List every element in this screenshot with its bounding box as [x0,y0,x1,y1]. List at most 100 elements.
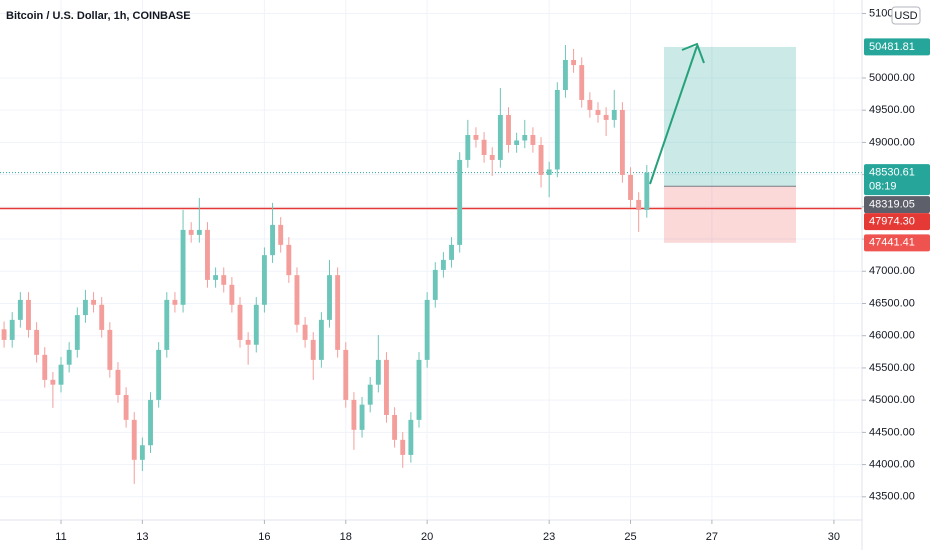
currency-badge[interactable] [891,6,921,25]
candle-body [538,144,544,175]
candle-body [465,134,471,160]
candle-body [278,224,284,245]
candle-body [50,379,56,385]
candle-body [424,299,430,360]
candle-body [261,255,267,305]
x-tick-label: 27 [706,531,718,543]
marks [0,44,862,484]
candle-body [522,134,528,141]
target-label-bg [864,38,930,56]
candle-body [17,299,23,320]
target-zone [664,46,796,187]
line-label: 47974.30 [869,216,915,228]
candle-body [530,134,536,145]
candle-body [253,304,259,345]
candle-body [473,134,479,140]
y-tick-label: 46000.00 [869,330,915,342]
candle-body [514,140,520,145]
candle-body [34,329,40,355]
stop-label-bg [864,234,930,252]
x-tick-label: 16 [258,531,270,543]
candle-body [148,399,153,446]
candle-body [335,275,341,350]
candle-body [489,154,495,160]
axis-labels: 43500.00 44000.00 44500.00 45000.00 45500.00… [55,7,930,543]
x-tick-label: 23 [543,531,555,543]
candle-body [221,275,227,285]
y-tick-label: 44000.00 [869,458,915,470]
candle-body [587,99,593,110]
candle-body [327,275,332,320]
candle-body [196,229,202,235]
grid [0,0,862,520]
candle-body [506,114,511,145]
candle-body [213,275,219,280]
y-tick-label: 45500.00 [869,362,915,374]
candle-body [270,224,275,256]
candle-body [318,319,324,360]
candle-body [99,304,105,330]
candle-body [449,244,454,260]
stop-zone [664,186,796,243]
x-tick-label: 30 [828,531,840,543]
entry-label-bg [864,196,930,214]
candle-body [636,199,642,210]
arrow-shaft [649,45,698,185]
candle-body [107,329,113,370]
candle-body [384,359,389,415]
candle-body [115,369,121,395]
candle-body [343,349,349,400]
y-tick-label: 44500.00 [869,426,915,438]
candle-body [302,324,308,340]
candle-body [432,269,438,300]
x-tick-label: 11 [55,531,66,543]
y-tick-label: 49500.00 [869,104,915,116]
candle-body [457,159,463,245]
candle-body [644,172,650,210]
candle-body [205,229,210,280]
candle-body [82,299,88,316]
candle-body [611,109,617,120]
candle-body [1,329,7,340]
candle-body [481,139,487,155]
candle-body [42,354,48,380]
candle-body [400,439,406,455]
candle-body [359,404,365,430]
candle-body [571,59,577,66]
line-label-bg [864,213,930,231]
candle-body [58,364,64,385]
currency-label[interactable]: USD [894,10,917,22]
candle-body [310,339,316,360]
candle-body [91,299,97,305]
arrow [649,42,705,185]
target-label: 50481.81 [869,41,915,53]
candle-body [286,244,292,276]
chart-title: Bitcoin / U.S. Dollar, 1h, COINBASE [6,10,191,22]
candle-body [440,259,446,270]
stop-label: 47441.41 [869,237,915,249]
y-tick-label: 49000.00 [869,136,915,148]
x-tick-label: 25 [624,531,636,543]
candle-body [563,59,568,90]
candle-body [229,284,235,305]
x-tick-label: 20 [421,531,433,543]
candle-body [408,419,414,455]
candle-body [139,445,145,460]
candle-body [66,349,72,365]
x-tick-label: 13 [136,531,148,543]
y-tick-label: 47000.00 [869,265,915,277]
candle-body [579,65,585,100]
candle-body [416,359,422,420]
candle-body [9,319,15,340]
candle-body [123,394,129,420]
arrow-head [681,42,705,64]
y-tick-label: 50000.00 [869,72,915,84]
candle-body [375,359,381,385]
candle-body [26,299,31,330]
candle-body [603,114,609,120]
candle-body [619,109,625,175]
candle-body [294,275,300,325]
y-tick-label: 46500.00 [869,297,915,309]
